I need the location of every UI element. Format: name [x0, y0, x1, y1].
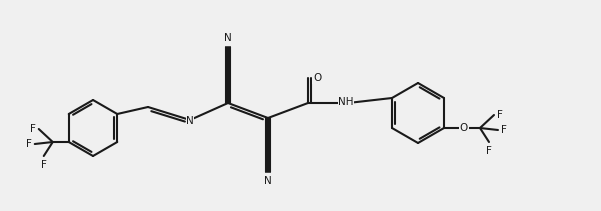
Text: N: N	[264, 176, 272, 186]
Text: O: O	[460, 123, 468, 133]
Text: F: F	[486, 146, 492, 156]
Text: F: F	[497, 110, 503, 120]
Text: F: F	[501, 125, 507, 135]
Text: F: F	[41, 160, 47, 170]
Text: O: O	[313, 73, 322, 83]
Text: N: N	[224, 33, 232, 43]
Text: NH: NH	[338, 97, 354, 107]
Text: F: F	[26, 139, 32, 149]
Text: F: F	[30, 124, 35, 134]
Text: N: N	[186, 116, 194, 126]
